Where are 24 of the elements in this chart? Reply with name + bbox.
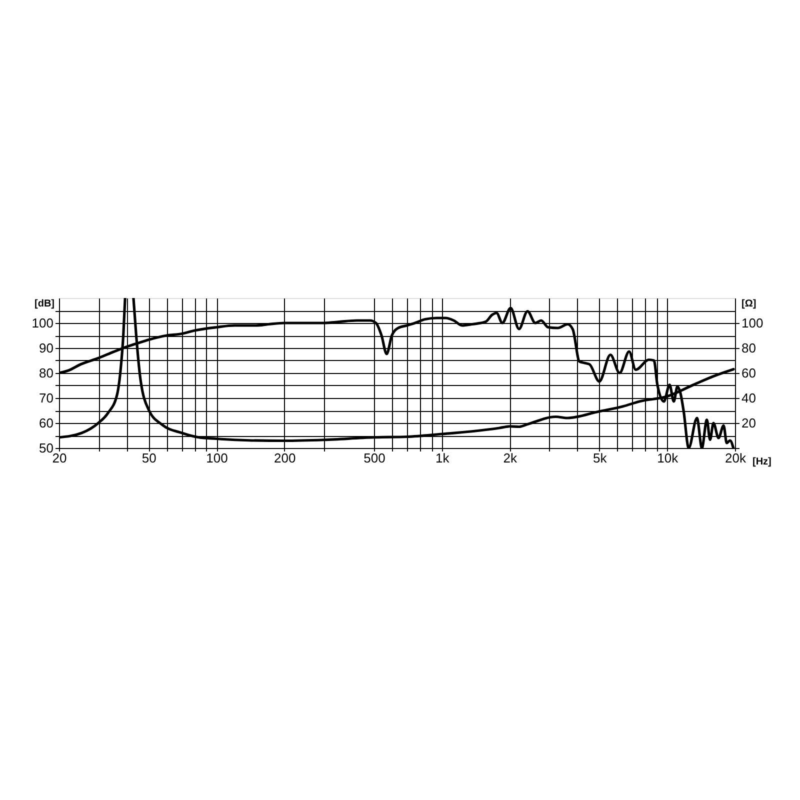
y2-tick-label: 80 bbox=[742, 340, 756, 356]
x-tick-label: 500 bbox=[364, 450, 386, 466]
y-tick-label: 60 bbox=[39, 416, 54, 430]
x-tick-label: 100 bbox=[206, 450, 228, 466]
y-axis-title: [dB] bbox=[34, 298, 54, 310]
x-tick-label: 1k bbox=[435, 450, 450, 466]
x-tick-label: 5k bbox=[592, 450, 608, 466]
y-tick-label: 70 bbox=[39, 390, 54, 406]
x-tick-label: 200 bbox=[274, 450, 296, 466]
y-tick-label: 50 bbox=[39, 440, 54, 456]
x-tick-label: 20 bbox=[52, 450, 67, 466]
y-tick-label: 80 bbox=[39, 366, 54, 380]
y2-tick-label: 60 bbox=[742, 366, 756, 380]
x-tick-label: 10k bbox=[657, 450, 679, 466]
y-tick-label: 100 bbox=[32, 316, 54, 330]
x-axis-title: [Hz] bbox=[752, 456, 772, 468]
y-tick-label: 90 bbox=[39, 340, 54, 356]
x-tick-label: 50 bbox=[142, 450, 156, 466]
y2-tick-label: 100 bbox=[742, 316, 764, 330]
y2-tick-label: 40 bbox=[742, 390, 756, 406]
y2-axis-title: [Ω] bbox=[742, 298, 756, 310]
y2-tick-label: 20 bbox=[742, 416, 756, 430]
x-tick-label: 2k bbox=[503, 450, 518, 466]
x-tick-label: 20k bbox=[725, 450, 746, 466]
